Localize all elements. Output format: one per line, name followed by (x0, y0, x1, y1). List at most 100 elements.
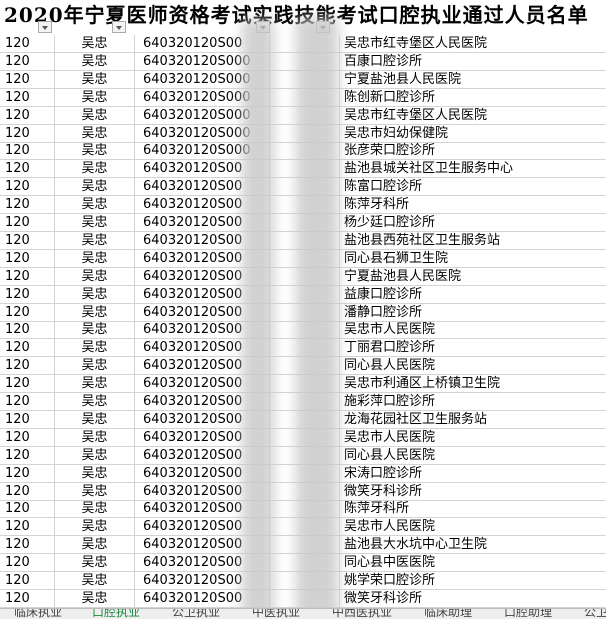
table-cell (270, 500, 340, 519)
table-cell: 120 (0, 500, 55, 519)
table-cell (270, 339, 340, 358)
table-cell: 120 (0, 35, 55, 53)
table-cell: 吴忠市妇幼保健院 (344, 125, 449, 141)
table-cell: 微笑牙科诊所 (344, 483, 423, 499)
table-cell: 益康口腔诊所 (344, 286, 423, 302)
sheet-tabs: 临床执业 口腔执业 公卫执业 中医执业 中西医执业 临床助理 口腔助理 公卫助理 (0, 608, 606, 619)
table-cell: 120 (0, 106, 55, 125)
table-cell: 陈富口腔诊所 (344, 179, 423, 195)
sheet-tab[interactable]: 公卫助理 (584, 608, 606, 619)
table-cell (270, 178, 340, 197)
table-cell: 同心县人民医院 (344, 447, 436, 463)
filter-button[interactable] (38, 21, 52, 33)
table-cell (270, 106, 340, 125)
table-cell: 同心县中医医院 (344, 555, 436, 571)
table-cell: 吴忠 (55, 339, 135, 358)
table-cell: 吴忠市红寺堡区人民医院 (344, 36, 488, 51)
table-cell: 吴忠 (55, 52, 135, 71)
table-cell: 120 (0, 52, 55, 71)
table-cell: 张彦荣口腔诊所 (344, 143, 436, 159)
table-cell: 120 (0, 70, 55, 89)
table-cell (270, 214, 340, 232)
sheet-tab[interactable]: 临床助理 (424, 608, 473, 619)
table-row: 120 吴忠 640320120S00 陈富口腔诊所 (0, 178, 606, 197)
sheet-tab[interactable]: 临床执业 (14, 608, 63, 619)
sheet-tab[interactable]: 公卫执业 (172, 608, 221, 619)
table-cell: 陈萍牙科所 (344, 197, 410, 213)
table-cell: 吴忠 (55, 231, 135, 250)
table-cell: 盐池县城关社区卫生服务中心 (344, 161, 514, 177)
table-cell: 吴忠市利通区上桥镇卫生院 (344, 376, 501, 392)
table-cell (270, 410, 340, 429)
table-cell: 吴忠 (55, 267, 135, 286)
table-cell: 吴忠 (55, 70, 135, 89)
table-cell (270, 267, 340, 286)
table-cell: 吴忠 (55, 285, 135, 304)
table-cell (270, 35, 340, 53)
table-cell (270, 375, 340, 394)
filter-button[interactable] (112, 21, 126, 33)
table-cell (270, 249, 340, 268)
table-cell: 吴忠 (55, 572, 135, 590)
table-cell (270, 464, 340, 483)
table-cell: 吴忠 (55, 124, 135, 143)
table-cell: 120 (0, 196, 55, 215)
table-cell: 吴忠 (55, 410, 135, 429)
table-cell: 宁夏盐池县人民医院 (344, 71, 462, 87)
table-cell: 吴忠 (55, 196, 135, 215)
table-cell: 120 (0, 428, 55, 447)
table-cell: 宋涛口腔诊所 (344, 465, 423, 481)
table-cell (270, 160, 340, 179)
sheet-tab[interactable]: 中医执业 (252, 608, 301, 619)
table-cell: 120 (0, 321, 55, 340)
table-cell: 吴忠 (55, 303, 135, 322)
table-cell: 吴忠市红寺堡区人民医院 (344, 107, 488, 123)
sheet-tab[interactable]: 中西医执业 (332, 608, 393, 619)
table-cell: 120 (0, 88, 55, 107)
table-cell: 丁丽君口腔诊所 (344, 340, 436, 356)
sheet-tab[interactable]: 口腔执业 (92, 609, 140, 619)
table-cell: 吴忠 (55, 249, 135, 268)
table-cell (270, 589, 340, 608)
table-cell: 吴忠 (55, 500, 135, 519)
table-cell: 120 (0, 142, 55, 161)
table-cell: 120 (0, 249, 55, 268)
table-cell (270, 518, 340, 537)
table-cell: 吴忠市人民医院 (344, 322, 436, 338)
table-cell (270, 572, 340, 590)
table-cell: 120 (0, 339, 55, 358)
table-row: 120 吴忠 640320120S00 龙海花园社区卫生服务站 (0, 410, 606, 429)
table-cell: 龙海花园社区卫生服务站 (344, 411, 488, 427)
table-cell: 120 (0, 589, 55, 608)
table-cell: 吴忠 (55, 88, 135, 107)
table-cell: 施彩萍口腔诊所 (344, 394, 436, 409)
table-cell: 120 (0, 393, 55, 411)
table-cell: 120 (0, 214, 55, 232)
table-cell: 吴忠 (55, 160, 135, 179)
table-cell: 120 (0, 357, 55, 376)
table-cell: 吴忠 (55, 375, 135, 394)
table-cell: 盐池县大水坑中心卫生院 (344, 537, 488, 553)
table-cell: 120 (0, 446, 55, 465)
table-cell: 吴忠 (55, 35, 135, 53)
table-cell: 吴忠 (55, 106, 135, 125)
table-cell: 陈萍牙科所 (344, 501, 410, 517)
table-cell: 120 (0, 231, 55, 250)
sheet-tab[interactable]: 口腔助理 (504, 608, 553, 619)
table-cell: 潘静口腔诊所 (344, 304, 423, 320)
table-cell: 吴忠 (55, 214, 135, 232)
table-cell (270, 303, 340, 322)
table-cell (270, 196, 340, 215)
table-cell: 120 (0, 178, 55, 197)
table-cell (270, 482, 340, 501)
table-cell: 姚学荣口腔诊所 (344, 573, 436, 588)
table-cell: 120 (0, 410, 55, 429)
privacy-blur (242, 20, 274, 618)
table-cell: 陈创新口腔诊所 (344, 89, 436, 105)
table-cell: 宁夏盐池县人民医院 (344, 268, 462, 284)
table-cell: 吴忠 (55, 536, 135, 555)
table-cell: 120 (0, 303, 55, 322)
privacy-blur (296, 18, 338, 618)
table-cell (270, 52, 340, 71)
table-cell (270, 536, 340, 555)
